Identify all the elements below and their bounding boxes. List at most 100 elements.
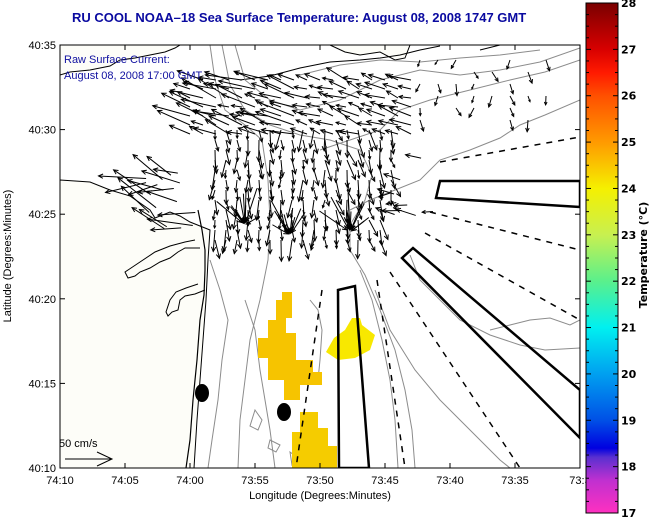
land-sandy-hook-east — [479, 45, 501, 51]
current-vector — [365, 108, 386, 117]
lat-tick-label: 40:35 — [28, 40, 56, 52]
current-vector — [382, 172, 401, 181]
current-vector — [347, 211, 353, 232]
current-vector — [367, 149, 372, 161]
current-vector — [344, 139, 350, 159]
current-vector — [387, 73, 412, 81]
lon-tick-label: 73:45 — [371, 475, 399, 487]
colorbar-tick-label: 18 — [621, 461, 636, 474]
restricted-area-east — [434, 179, 580, 209]
current-vector — [302, 169, 309, 186]
raritan-inlet — [124, 239, 200, 279]
current-vector — [220, 159, 227, 179]
current-vector — [363, 92, 386, 99]
current-vector — [214, 83, 243, 99]
current-vector — [217, 79, 256, 90]
current-vector — [315, 119, 334, 126]
lon-tick-label: 74:10 — [46, 475, 74, 487]
current-vector — [266, 219, 271, 230]
current-vector — [509, 107, 515, 118]
current-vector — [246, 189, 251, 203]
colorbar-tick-label: 22 — [621, 275, 636, 288]
current-vector — [302, 239, 310, 261]
current-vector — [346, 239, 352, 253]
current-vector — [418, 107, 422, 117]
current-vector — [491, 71, 499, 83]
current-vector — [225, 219, 232, 243]
current-vector — [293, 85, 308, 90]
current-vector — [210, 108, 243, 126]
current-vector — [257, 179, 262, 193]
contour-9 — [359, 269, 399, 468]
current-vector — [336, 107, 360, 117]
current-vector — [211, 209, 216, 221]
land-new-jersey — [60, 179, 211, 468]
lat-tick-label: 40:10 — [28, 463, 56, 475]
current-vector — [468, 107, 475, 119]
current-vector — [289, 127, 308, 135]
current-vector — [509, 95, 516, 107]
restricted-area-southeast — [400, 246, 580, 440]
current-vector — [378, 139, 383, 153]
current-vector — [308, 129, 315, 150]
current-vector — [376, 149, 383, 171]
current-vector — [247, 229, 253, 244]
current-vector — [180, 77, 217, 99]
current-vector — [543, 95, 548, 106]
current-vector — [180, 97, 217, 108]
current-vector — [233, 179, 239, 194]
current-vector — [357, 229, 362, 242]
current-vector — [322, 229, 327, 241]
current-vector — [211, 189, 216, 201]
current-vector — [419, 119, 425, 133]
current-vector — [368, 169, 376, 183]
current-vector — [264, 229, 271, 247]
current-vector — [120, 185, 150, 213]
current-vector — [257, 101, 295, 117]
current-vector — [156, 211, 196, 218]
lon-tick-label: 73:50 — [306, 475, 334, 487]
current-vector — [393, 202, 408, 208]
current-vector — [202, 81, 243, 90]
scale-vector-arrow — [65, 451, 114, 467]
current-vector — [245, 188, 258, 223]
sst-patch-3 — [292, 412, 337, 468]
current-vector — [360, 72, 373, 81]
current-vector — [302, 139, 308, 154]
current-vector — [210, 229, 217, 253]
current-vector — [138, 208, 168, 228]
current-vector — [391, 99, 412, 108]
current-vector — [379, 209, 385, 223]
current-vector — [509, 83, 515, 95]
current-vector — [335, 139, 342, 156]
current-vector — [471, 83, 475, 90]
current-vector — [417, 59, 421, 68]
station-marker-1[interactable] — [195, 384, 209, 402]
lon-tick-label: 73:40 — [436, 475, 464, 487]
colorbar-tick-label: 27 — [621, 43, 636, 56]
current-vector — [335, 159, 340, 173]
current-vector — [214, 139, 220, 153]
current-vector — [168, 91, 204, 108]
current-vector — [455, 107, 462, 117]
colorbar-tick-label: 21 — [621, 322, 636, 335]
current-vector — [346, 179, 352, 193]
colorbar-tick-label: 25 — [621, 136, 636, 149]
current-vector — [346, 80, 360, 90]
current-vector — [388, 118, 412, 126]
current-vector — [344, 169, 350, 189]
colorbar-ticks: 28 27 26 25 24 23 22 21 20 19 18 17 — [586, 0, 637, 518]
current-vector — [309, 199, 315, 219]
current-vector — [325, 67, 347, 81]
current-vector — [337, 89, 360, 99]
restricted-area-south — [336, 284, 371, 468]
current-vector — [225, 209, 233, 231]
contour-11 — [244, 299, 276, 468]
current-vector — [259, 79, 282, 90]
station-marker-2[interactable] — [277, 403, 291, 421]
current-vector — [258, 219, 263, 232]
current-vector — [290, 189, 295, 201]
current-vector — [378, 159, 383, 171]
current-vector — [397, 94, 412, 100]
